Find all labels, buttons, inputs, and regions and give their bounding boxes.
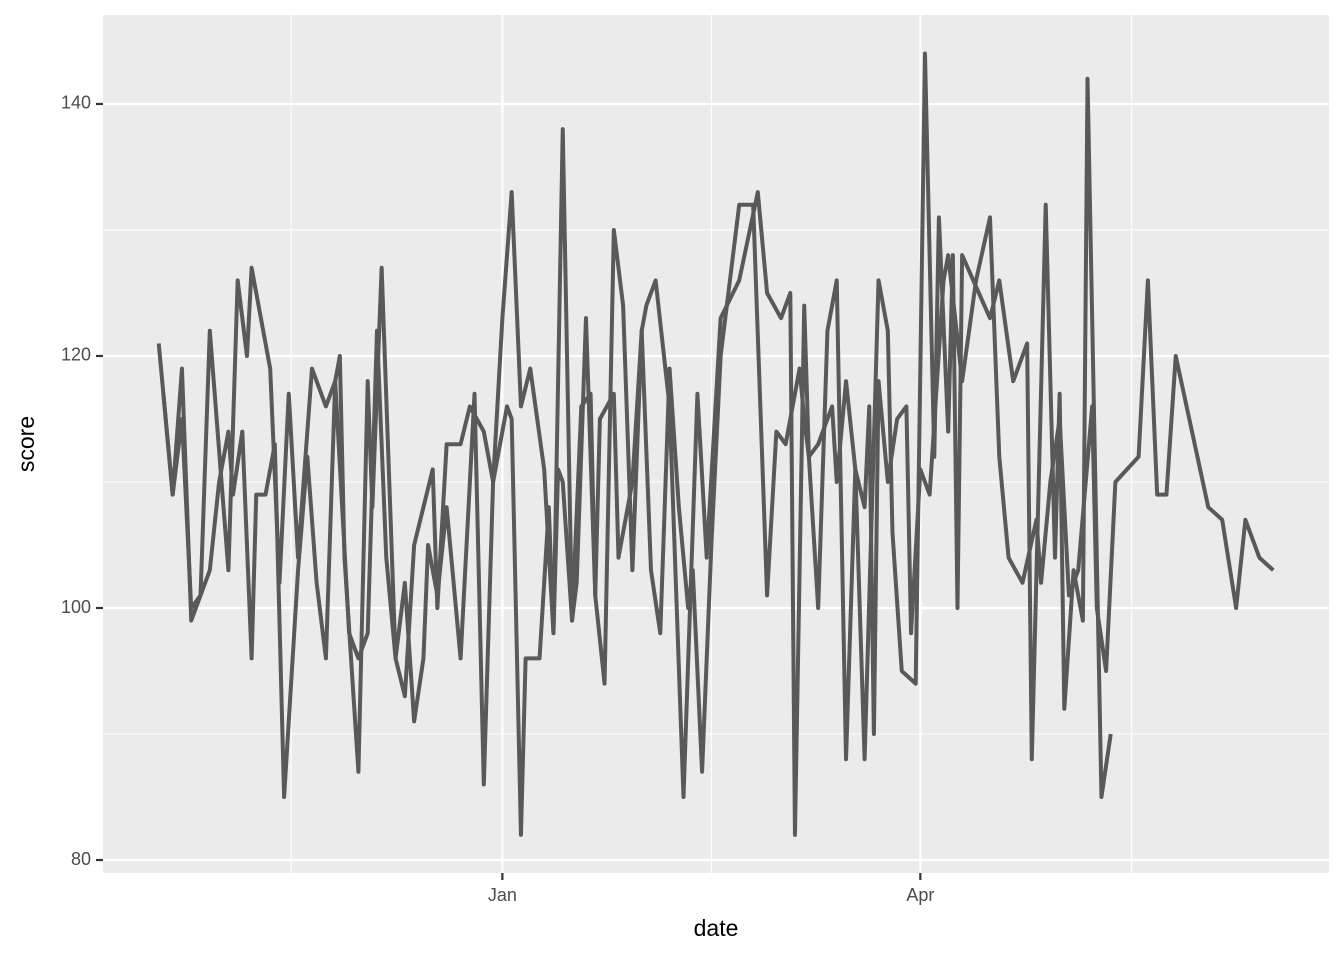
axes: 80 100 120 140 Jan Apr (61, 93, 934, 905)
y-tick-label: 120 (61, 345, 91, 365)
y-tick-label: 140 (61, 93, 91, 113)
x-tick-label: Jan (488, 885, 517, 905)
data-line (161, 202, 1275, 837)
grid (103, 15, 1329, 873)
x-tick-label: Apr (906, 885, 934, 905)
y-tick-label: 80 (71, 849, 91, 869)
lines (156, 51, 1275, 837)
x-axis-title: date (694, 915, 739, 941)
y-tick-label: 100 (61, 597, 91, 617)
y-axis-title: score (13, 416, 39, 472)
